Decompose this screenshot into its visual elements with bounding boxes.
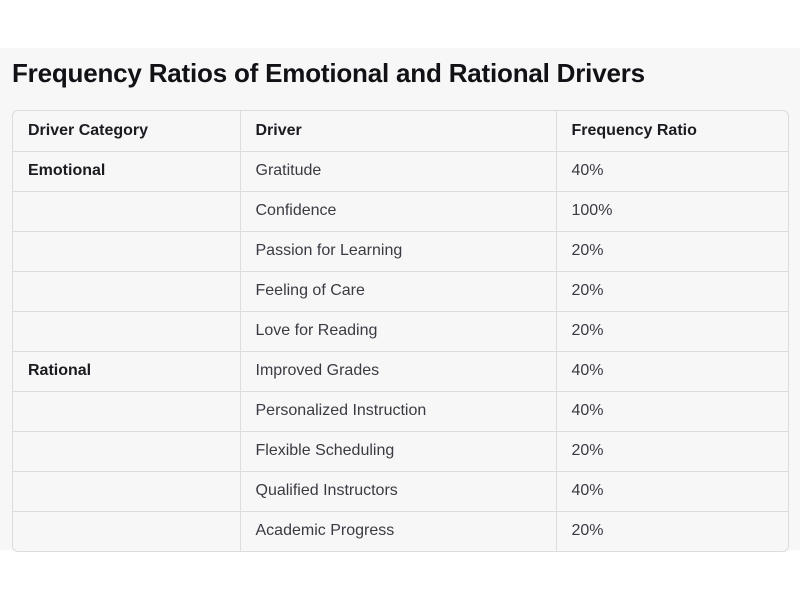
header-frequency-ratio: Frequency Ratio	[556, 111, 788, 152]
cell-ratio: 100%	[556, 191, 788, 232]
table-row: Passion for Learning 20%	[13, 231, 788, 272]
cell-category: Rational	[13, 351, 241, 392]
table-row: Personalized Instruction 40%	[13, 391, 788, 432]
cell-driver: Love for Reading	[240, 311, 557, 352]
cell-category	[13, 271, 241, 312]
cell-driver: Confidence	[240, 191, 557, 232]
cell-driver: Passion for Learning	[240, 231, 557, 272]
cell-category	[13, 231, 241, 272]
cell-ratio: 40%	[556, 351, 788, 392]
cell-ratio: 20%	[556, 231, 788, 272]
cell-category	[13, 431, 241, 472]
table-row: Emotional Gratitude 40%	[13, 151, 788, 192]
cell-category	[13, 311, 241, 352]
frequency-table-container: Driver Category Driver Frequency Ratio E…	[12, 110, 789, 552]
cell-driver: Qualified Instructors	[240, 471, 557, 512]
table-row: Rational Improved Grades 40%	[13, 351, 788, 392]
table-row: Qualified Instructors 40%	[13, 471, 788, 512]
table-row: Confidence 100%	[13, 191, 788, 232]
cell-ratio: 20%	[556, 311, 788, 352]
cell-ratio: 40%	[556, 151, 788, 192]
frequency-table: Driver Category Driver Frequency Ratio E…	[13, 111, 788, 551]
table-row: Feeling of Care 20%	[13, 271, 788, 312]
cell-ratio: 40%	[556, 391, 788, 432]
table-row: Love for Reading 20%	[13, 311, 788, 352]
cell-category	[13, 391, 241, 432]
table-row: Flexible Scheduling 20%	[13, 431, 788, 472]
table-row: Academic Progress 20%	[13, 511, 788, 551]
cell-ratio: 20%	[556, 271, 788, 312]
cell-driver: Feeling of Care	[240, 271, 557, 312]
header-driver: Driver	[240, 111, 557, 152]
cell-category	[13, 511, 241, 551]
cell-category: Emotional	[13, 151, 241, 192]
cell-driver: Personalized Instruction	[240, 391, 557, 432]
cell-driver: Academic Progress	[240, 511, 557, 551]
cell-driver: Flexible Scheduling	[240, 431, 557, 472]
cell-driver: Improved Grades	[240, 351, 557, 392]
cell-category	[13, 191, 241, 232]
page-title: Frequency Ratios of Emotional and Ration…	[12, 58, 645, 88]
table-header-row: Driver Category Driver Frequency Ratio	[13, 111, 788, 152]
cell-driver: Gratitude	[240, 151, 557, 192]
cell-ratio: 20%	[556, 431, 788, 472]
header-driver-category: Driver Category	[13, 111, 241, 152]
cell-ratio: 40%	[556, 471, 788, 512]
cell-ratio: 20%	[571, 522, 604, 539]
cell-category	[13, 471, 241, 512]
